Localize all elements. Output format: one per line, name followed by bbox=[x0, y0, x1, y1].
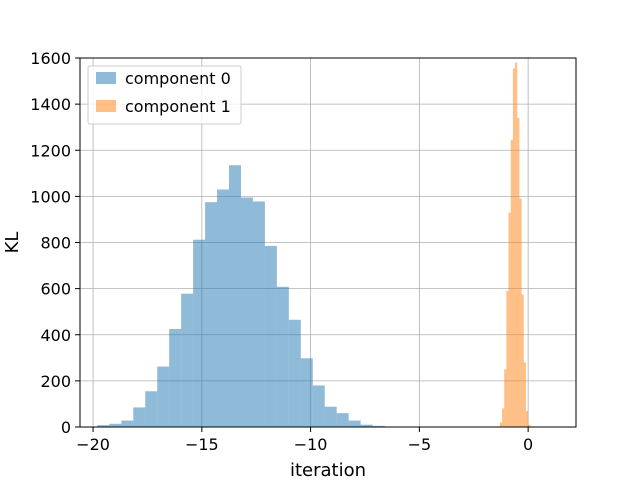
legend-label-component-0: component 0 bbox=[125, 69, 231, 88]
histogram-bar-component-1 bbox=[525, 410, 529, 427]
histogram-bar-component-1 bbox=[517, 117, 520, 428]
histogram-bar-component-0 bbox=[229, 165, 241, 427]
histogram-bar-component-1 bbox=[523, 362, 526, 427]
histogram-bar-component-0 bbox=[276, 286, 289, 427]
y-tick-label: 800 bbox=[40, 234, 71, 253]
x-tick-label: 0 bbox=[523, 435, 533, 454]
legend-swatch-component-0 bbox=[96, 72, 116, 84]
legend-swatch-component-1 bbox=[96, 100, 116, 112]
y-tick-label: 600 bbox=[40, 280, 71, 299]
histogram-bar-component-0 bbox=[360, 424, 373, 427]
histogram-bar-component-0 bbox=[169, 328, 182, 427]
axis-ticks: −20 −15 −10 −5 0 0 200 400 600 800 1000 1200 1400 160… bbox=[30, 49, 533, 454]
histogram-bar-component-1 bbox=[528, 424, 531, 427]
y-axis-label: KL bbox=[2, 232, 23, 254]
histogram-bar-component-1 bbox=[515, 62, 518, 428]
histogram-bar-component-0 bbox=[252, 201, 265, 427]
histogram-bar-component-0 bbox=[205, 202, 218, 427]
y-tick-label: 1000 bbox=[30, 187, 71, 206]
y-tick-label: 1600 bbox=[30, 49, 71, 68]
histogram-bar-component-1 bbox=[508, 212, 511, 427]
legend: component 0 component 1 bbox=[87, 65, 242, 125]
x-tick-label: −5 bbox=[408, 435, 432, 454]
histogram-bar-component-1 bbox=[502, 408, 505, 427]
legend-label-component-1: component 1 bbox=[125, 97, 231, 116]
histogram-bar-component-1 bbox=[499, 422, 503, 427]
histogram-bar-component-1 bbox=[519, 198, 522, 427]
x-tick-label: −20 bbox=[76, 435, 110, 454]
histogram-bar-component-1 bbox=[521, 294, 524, 427]
histogram-bar-component-0 bbox=[264, 245, 277, 427]
histogram-bar-component-1 bbox=[512, 68, 516, 428]
histogram-bar-component-0 bbox=[193, 239, 206, 427]
histogram-bar-component-0 bbox=[336, 413, 349, 427]
histogram-bar-component-0 bbox=[312, 385, 325, 427]
histogram-bars bbox=[97, 62, 533, 428]
histogram-bar-component-0 bbox=[348, 420, 361, 427]
histogram-bar-component-0 bbox=[240, 197, 253, 427]
histogram-bar-component-0 bbox=[181, 293, 194, 427]
histogram-bar-component-1 bbox=[510, 139, 513, 427]
histogram-bar-component-0 bbox=[288, 319, 301, 427]
y-tick-label: 200 bbox=[40, 372, 71, 391]
histogram-bar-component-0 bbox=[121, 420, 134, 427]
x-tick-label: −15 bbox=[185, 435, 219, 454]
histogram-bar-component-0 bbox=[217, 189, 230, 427]
histogram-bar-component-0 bbox=[109, 423, 122, 427]
histogram-bar-component-0 bbox=[372, 425, 385, 427]
histogram-bar-component-1 bbox=[506, 290, 509, 427]
legend-frame bbox=[87, 65, 242, 125]
histogram-bar-component-0 bbox=[157, 366, 170, 427]
y-tick-label: 1200 bbox=[30, 141, 71, 160]
histogram-bar-component-0 bbox=[145, 391, 158, 427]
y-tick-label: 0 bbox=[61, 418, 71, 437]
histogram-bar-component-0 bbox=[133, 407, 146, 427]
y-tick-label: 400 bbox=[40, 326, 71, 345]
y-tick-label: 1400 bbox=[30, 95, 71, 114]
histogram-bar-component-1 bbox=[504, 369, 507, 427]
x-tick-label: −10 bbox=[294, 435, 328, 454]
x-axis-label: iteration bbox=[290, 460, 366, 480]
histogram-bar-component-0 bbox=[97, 425, 110, 427]
histogram-bar-component-0 bbox=[324, 406, 337, 427]
histogram-bar-component-0 bbox=[300, 358, 313, 427]
